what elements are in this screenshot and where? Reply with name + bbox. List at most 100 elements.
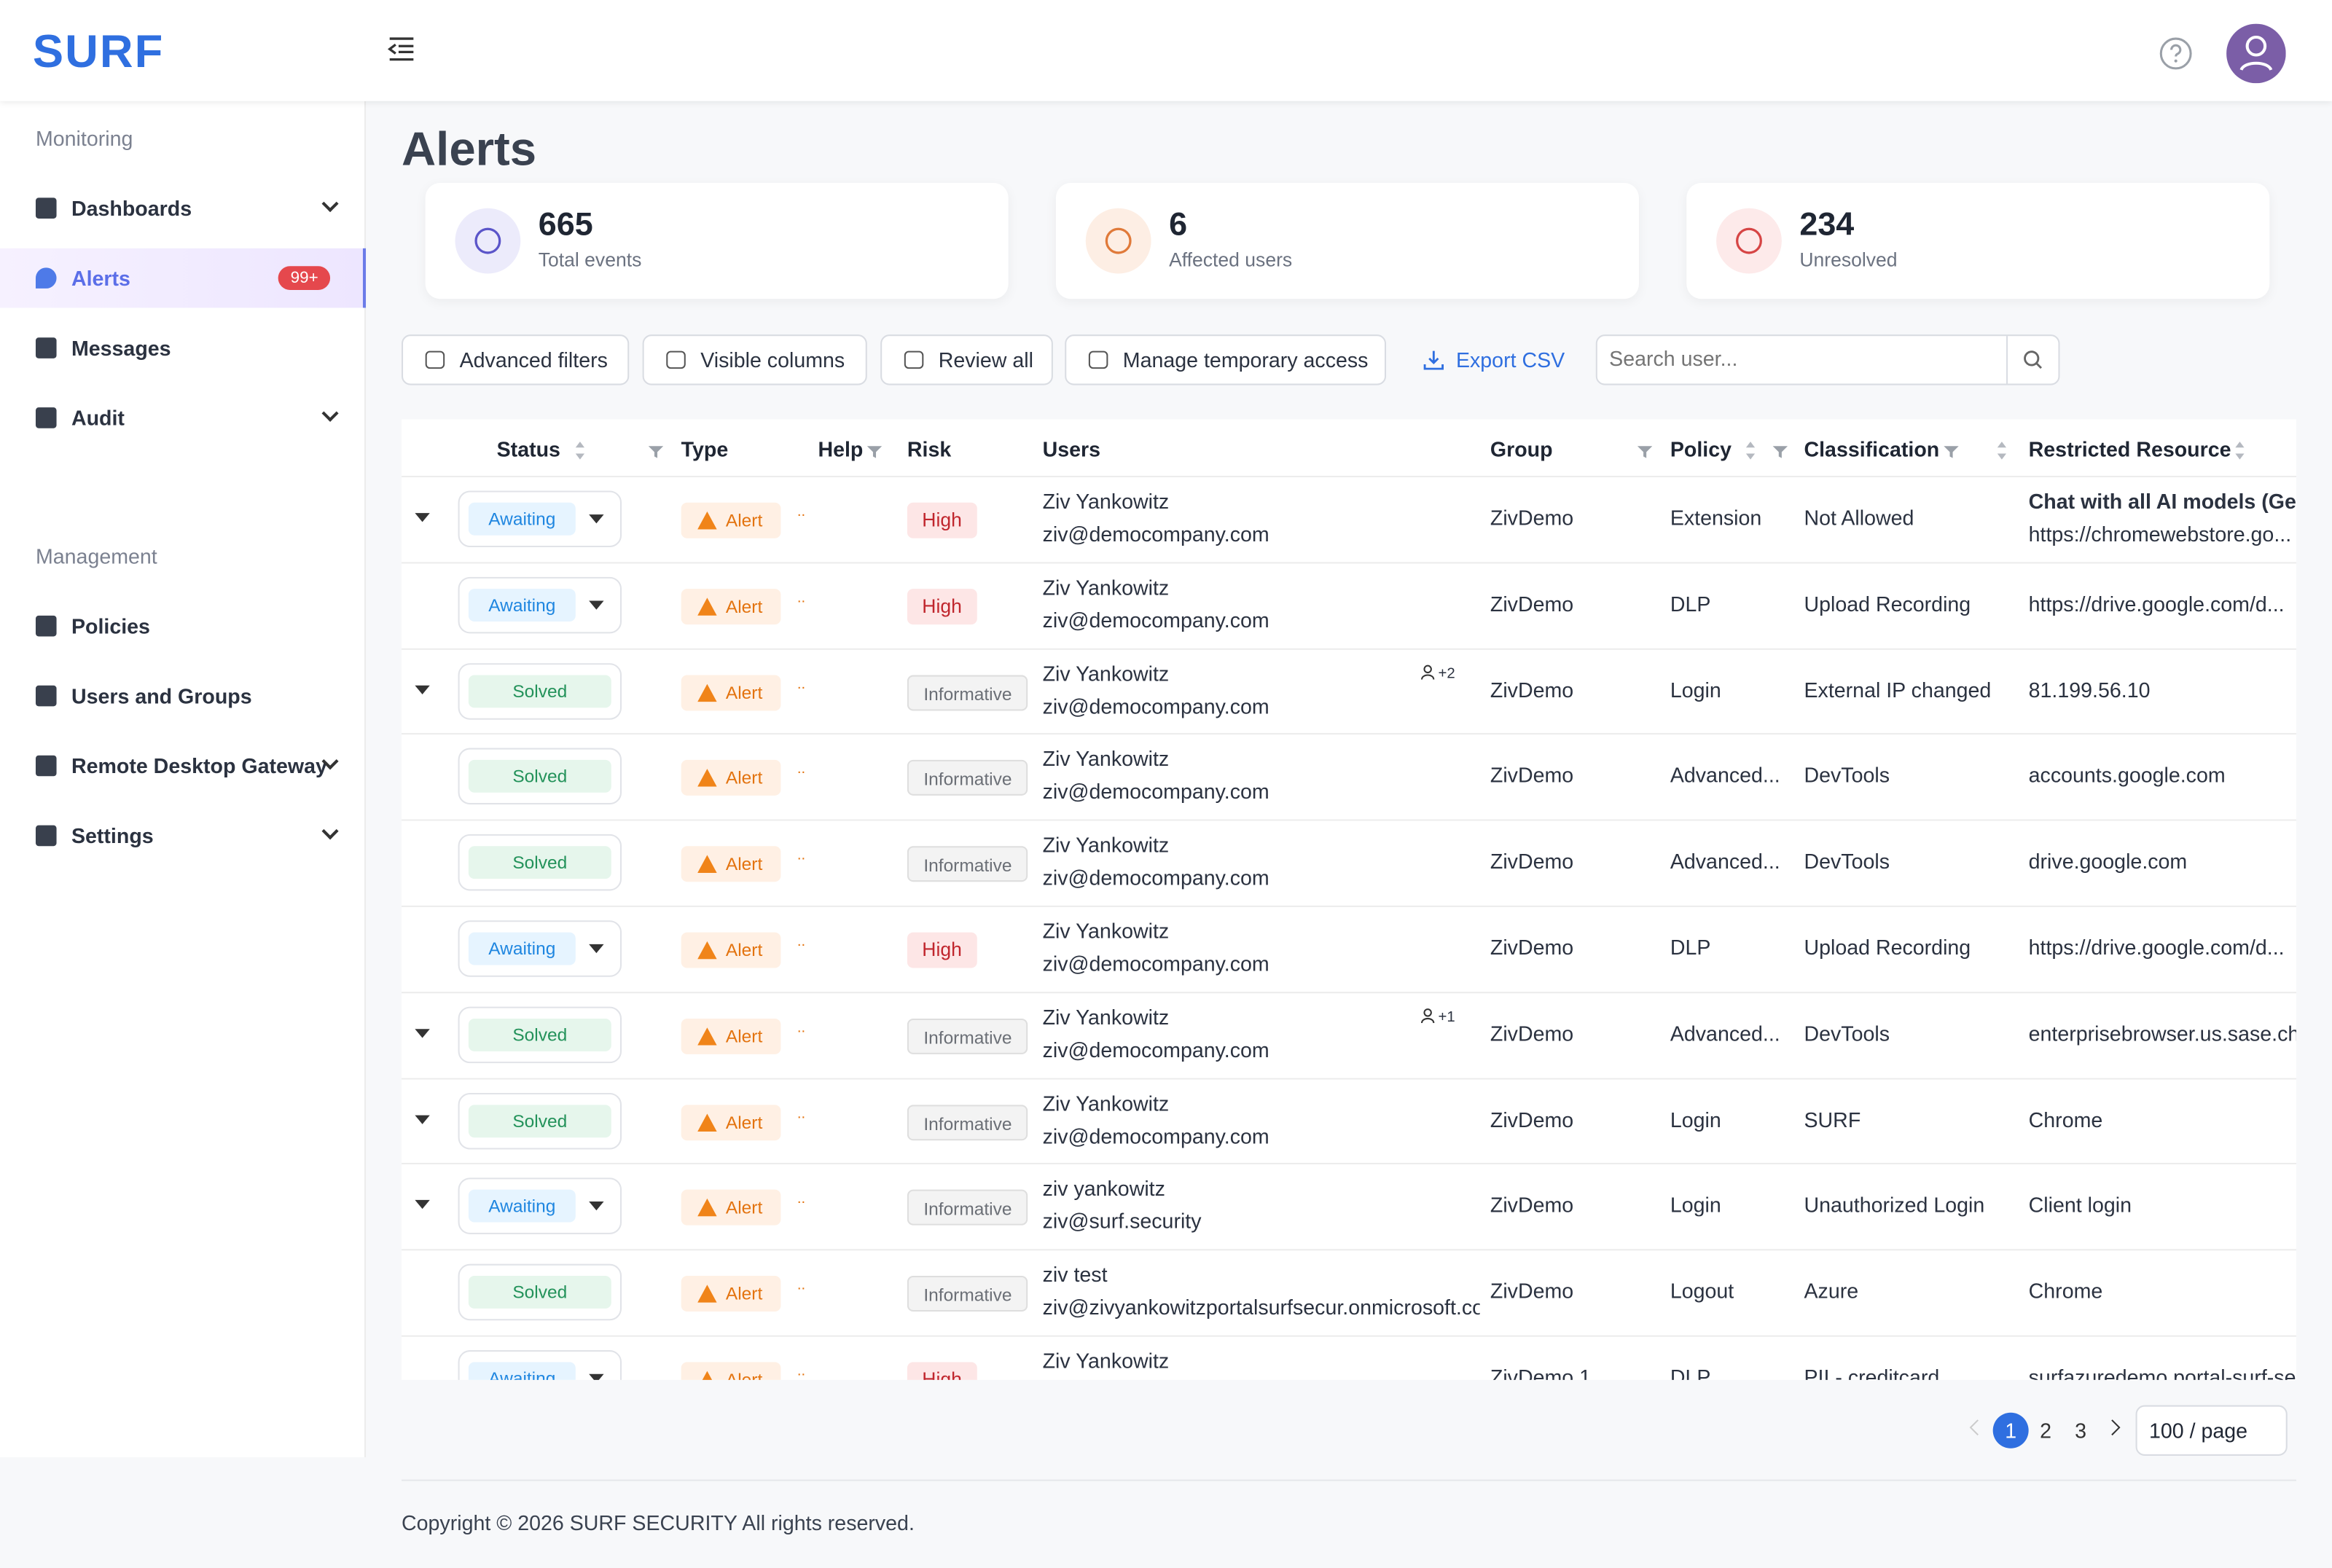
status-select[interactable]: Solved <box>458 748 622 805</box>
table-row[interactable]: Solved Alert.. Informative Ziv Yankowitz ziv… <box>402 819 2296 907</box>
help-link[interactable]: .. <box>797 503 806 521</box>
toolbar-button[interactable]: Manage temporary access <box>1065 334 1387 385</box>
nav-item[interactable]: Alerts 99+ <box>0 248 367 308</box>
toolbar-button[interactable]: Advanced filters <box>402 334 630 385</box>
expand-toggle[interactable] <box>415 1200 430 1210</box>
nav-item[interactable]: Settings <box>0 806 363 866</box>
expand-toggle[interactable] <box>415 684 430 694</box>
type-label: Alert <box>725 1025 763 1047</box>
column-header[interactable]: Type <box>681 436 729 461</box>
page-number[interactable]: 3 <box>2075 1418 2087 1443</box>
status-select[interactable]: Awaiting <box>458 920 622 977</box>
sort-icon[interactable] <box>574 440 586 469</box>
status-select[interactable]: Awaiting <box>458 1178 622 1235</box>
table-row[interactable]: Awaiting Alert.. High Ziv Yankowitz ziv@demo… <box>402 476 2296 563</box>
export-button[interactable]: Export CSV <box>1423 348 1565 372</box>
help-link[interactable]: .. <box>797 1105 806 1122</box>
table-row[interactable]: Awaiting Alert.. Informative ziv yankowitz z… <box>402 1163 2296 1251</box>
status-dropdown[interactable] <box>589 1373 604 1380</box>
table-row[interactable]: Awaiting Alert.. High Ziv Yankowitz ziv@demo… <box>402 905 2296 993</box>
column-header[interactable]: Risk <box>907 436 952 461</box>
column-header[interactable]: Restricted Resource <box>2028 436 2231 461</box>
filter-icon[interactable] <box>866 440 883 467</box>
page-size[interactable]: 100 / page <box>2135 1405 2288 1456</box>
nav-item[interactable]: Remote Desktop Gateway <box>0 736 363 796</box>
status-select[interactable]: Solved <box>458 662 622 719</box>
toolbar-button[interactable]: Visible columns <box>642 334 867 385</box>
expand-toggle[interactable] <box>415 1114 430 1124</box>
table-row[interactable]: Solved Alert.. Informative Ziv Yankowitz ziv… <box>402 991 2296 1079</box>
nav-item[interactable]: Dashboards <box>0 179 363 238</box>
search-button[interactable] <box>2006 336 2058 384</box>
table-row[interactable]: Awaiting Alert.. High Ziv Yankowitz ZivDemo … <box>402 1335 2296 1380</box>
group: ZivDemo <box>1490 935 1574 960</box>
warning-icon <box>697 1199 717 1218</box>
table-row[interactable]: Solved Alert.. Informative Ziv Yankowitz ziv… <box>402 1077 2296 1165</box>
sort-icon[interactable] <box>1745 440 1756 469</box>
column-header[interactable]: Group <box>1490 436 1553 461</box>
menu-toggle[interactable] <box>387 36 417 63</box>
next-page[interactable] <box>2109 1417 2121 1444</box>
search-icon <box>2024 350 2043 369</box>
status-dropdown[interactable] <box>589 944 604 954</box>
search-box[interactable] <box>1595 334 2060 385</box>
help-link[interactable]: .. <box>797 1019 806 1037</box>
filter-icon[interactable] <box>1772 440 1788 467</box>
nav-label: Messages <box>71 336 171 360</box>
help-link[interactable]: .. <box>797 1277 806 1294</box>
nav-item[interactable]: Audit <box>0 388 363 448</box>
column-header[interactable]: Policy <box>1670 436 1732 461</box>
status-select[interactable]: Solved <box>458 1264 622 1321</box>
status-select[interactable]: Solved <box>458 1006 622 1063</box>
table-row[interactable]: Solved Alert.. Informative Ziv Yankowitz ziv… <box>402 733 2296 821</box>
table-row[interactable]: Solved Alert.. Informative Ziv Yankowitz ziv… <box>402 647 2296 735</box>
sort-icon[interactable] <box>1996 440 2008 469</box>
nav-item[interactable]: Messages <box>0 318 363 378</box>
status-dropdown[interactable] <box>589 600 604 610</box>
table-row[interactable]: Solved Alert.. Informative ziv test ziv@zivy… <box>402 1249 2296 1337</box>
status-select[interactable]: Awaiting <box>458 490 622 548</box>
column-header[interactable]: Help <box>818 436 864 461</box>
avatar[interactable] <box>2226 23 2286 84</box>
column-header[interactable]: Users <box>1042 436 1101 461</box>
column-header[interactable]: Status <box>496 436 560 461</box>
page-number[interactable]: 2 <box>2040 1418 2052 1443</box>
status-dropdown[interactable] <box>589 514 604 524</box>
prev-page[interactable] <box>1969 1417 1981 1441</box>
help-link[interactable]: .. <box>797 589 806 607</box>
help-link[interactable]: .. <box>797 1191 806 1208</box>
nav-item[interactable]: Policies <box>0 596 363 656</box>
status-select[interactable]: Awaiting <box>458 1350 622 1380</box>
toolbar-button[interactable]: Review all <box>880 334 1053 385</box>
help-link[interactable]: .. <box>797 1363 806 1380</box>
search-input[interactable] <box>1606 345 1999 372</box>
icon <box>1736 227 1762 254</box>
page-number[interactable]: 1 <box>1992 1412 2029 1449</box>
status-dropdown[interactable] <box>589 1202 604 1212</box>
filter-icon[interactable] <box>1944 440 1959 467</box>
help-link[interactable]: .. <box>797 761 806 779</box>
help-link[interactable]: .. <box>797 675 806 693</box>
nav-icon <box>35 407 57 428</box>
status-label: Solved <box>468 760 611 793</box>
extra-users[interactable]: +2 <box>1420 664 1455 682</box>
column-header[interactable]: Classification <box>1804 436 1940 461</box>
status-select[interactable]: Awaiting <box>458 576 622 633</box>
logo[interactable]: SURF <box>32 25 165 78</box>
risk-tag: High <box>907 588 977 624</box>
status-label: Solved <box>468 846 611 879</box>
filter-icon[interactable] <box>1637 440 1653 467</box>
filter-icon[interactable] <box>648 440 664 467</box>
status-select[interactable]: Solved <box>458 834 622 891</box>
status-select[interactable]: Solved <box>458 1092 622 1149</box>
help-icon[interactable] <box>2158 36 2194 71</box>
extra-users[interactable]: +1 <box>1420 1008 1455 1026</box>
help-link[interactable]: .. <box>797 847 806 865</box>
sort-icon[interactable] <box>2234 440 2245 469</box>
nav-item[interactable]: Users and Groups <box>0 666 363 726</box>
table-row[interactable]: Awaiting Alert.. High Ziv Yankowitz ziv@demo… <box>402 562 2296 649</box>
help-link[interactable]: .. <box>797 933 806 951</box>
expand-toggle[interactable] <box>415 513 430 522</box>
expand-toggle[interactable] <box>415 1028 430 1038</box>
